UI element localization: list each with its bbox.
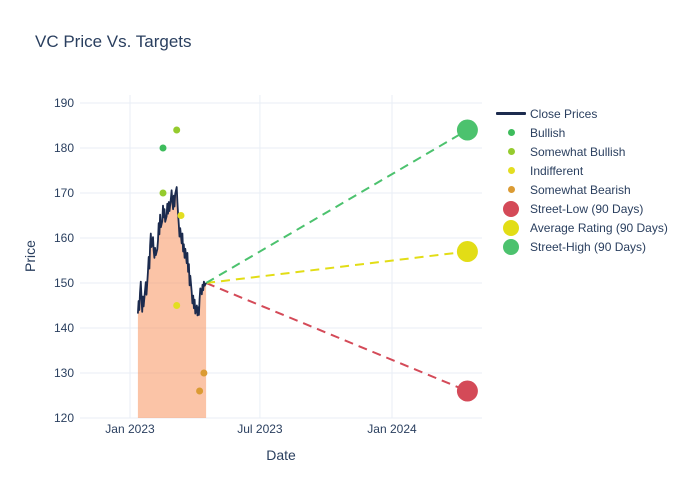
x-tick-label: Jul 2023 [237,422,283,436]
rating-dot-somewhat-bearish [196,387,204,395]
legend-item-indifferent[interactable]: Indifferent [492,161,668,180]
legend: Close Prices Bullish Somewhat Bullish Indif… [492,104,668,256]
somewhat-bullish-swatch-icon [492,148,530,155]
target-dot-street-high-90-days [456,119,478,141]
close-prices-swatch-icon [492,112,530,115]
legend-item-average-rating-90-days[interactable]: Average Rating (90 Days) [492,218,668,237]
rating-dot-bullish [159,144,167,152]
y-axis-title: Price [22,240,38,272]
projection-line-street-high-90-days [205,129,468,284]
legend-label: Street-High (90 Days) [530,239,647,254]
rating-dot-somewhat-bearish [200,369,208,377]
rating-dot-indifferent [177,212,185,219]
street-high-90-days-swatch-icon [492,238,530,255]
target-dot-average-rating-90-days [456,241,478,262]
legend-label: Somewhat Bullish [530,144,626,159]
indifferent-swatch-icon [492,167,530,174]
legend-label: Average Rating (90 Days) [530,220,668,235]
street-low-90-days-swatch-icon [492,200,530,217]
y-tick-label: 150 [54,276,74,290]
chart-title: VC Price Vs. Targets [35,32,192,51]
x-tick-label: Jan 2024 [367,422,417,436]
legend-label: Close Prices [530,106,598,121]
close-prices-line [137,186,207,317]
legend-item-street-low-90-days[interactable]: Street-Low (90 Days) [492,199,668,218]
y-tick-label: 130 [54,366,74,380]
legend-item-street-high-90-days[interactable]: Street-High (90 Days) [492,237,668,256]
somewhat-bearish-swatch-icon [492,186,530,193]
legend-label: Bullish [530,125,566,140]
target-dot-street-low-90-days [456,380,478,402]
y-tick-label: 160 [54,231,74,245]
rating-dot-indifferent [173,302,181,309]
y-tick-label: 190 [54,96,74,110]
x-tick-label: Jan 2023 [105,422,155,436]
legend-label: Somewhat Bearish [530,182,631,197]
x-axis-title: Date [266,447,296,463]
rating-dot-somewhat-bullish [159,189,167,197]
projection-line-average-rating-90-days [205,250,468,284]
legend-item-somewhat-bearish[interactable]: Somewhat Bearish [492,180,668,199]
average-rating-90-days-swatch-icon [492,219,530,236]
y-tick-label: 120 [54,411,74,425]
legend-item-bullish[interactable]: Bullish [492,123,668,142]
legend-label: Indifferent [530,163,584,178]
bullish-swatch-icon [492,129,530,136]
y-tick-label: 170 [54,186,74,200]
close-prices-area [137,187,207,418]
projection-line-street-low-90-days [205,282,468,392]
legend-item-close-prices[interactable]: Close Prices [492,104,668,123]
y-tick-label: 140 [54,321,74,335]
y-tick-label: 180 [54,141,74,155]
rating-dot-somewhat-bullish [173,126,181,134]
legend-item-somewhat-bullish[interactable]: Somewhat Bullish [492,142,668,161]
legend-label: Street-Low (90 Days) [530,201,644,216]
